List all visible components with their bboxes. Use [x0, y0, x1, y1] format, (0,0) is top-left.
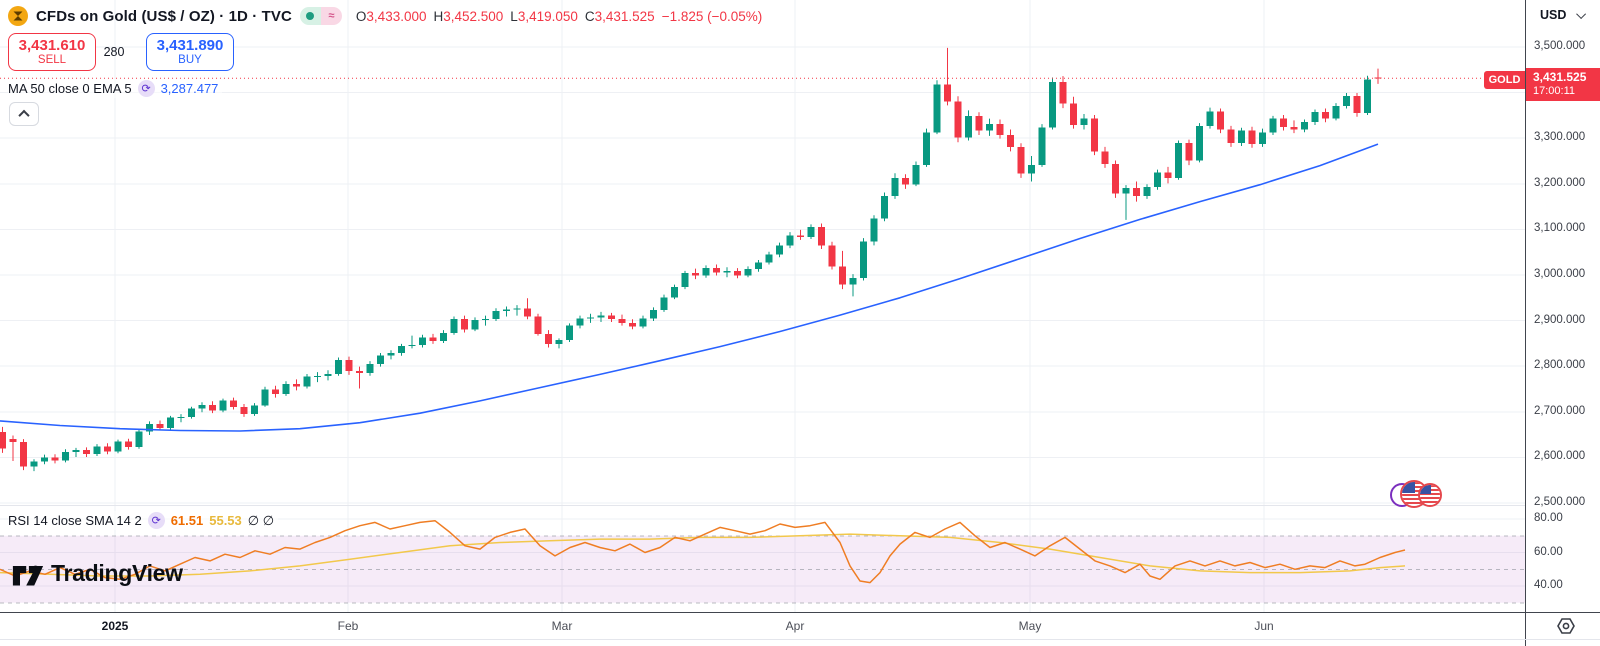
price-axis-label: 3,000.000: [1534, 268, 1586, 280]
chevron-down-icon: [1576, 8, 1587, 19]
open-label: O: [355, 8, 367, 24]
approx-data-icon: ≈: [320, 7, 342, 25]
last-price-value: 3,431.525: [1533, 70, 1587, 85]
time-axis-label: Feb: [337, 619, 359, 633]
settings-hexagon-icon: [1557, 618, 1575, 634]
bottom-border: [0, 639, 1600, 640]
price-axis-label: 3,100.000: [1534, 222, 1586, 235]
price-axis[interactable]: USD 3,500.0003,400.0003,300.0003,200.000…: [1526, 0, 1600, 612]
tradingview-logo-icon: [12, 565, 44, 586]
time-axis-label: Jun: [1254, 619, 1274, 633]
price-axis-label: 2,500.000: [1534, 496, 1586, 508]
high-label: H: [433, 8, 444, 24]
rsi-sma-value: 55.53: [209, 513, 242, 528]
currency-label: USD: [1540, 8, 1567, 22]
market-status-badge[interactable]: ≈: [299, 7, 342, 25]
currency-dropdown[interactable]: USD: [1532, 4, 1592, 26]
ma-indicator-label: MA 50 close 0 EMA 5: [8, 81, 132, 96]
time-axis-label: Mar: [551, 619, 573, 633]
us-flag-event-icon[interactable]: [1418, 483, 1442, 507]
economic-event-markers[interactable]: [1390, 480, 1446, 510]
time-axis-settings-button[interactable]: [1546, 613, 1586, 639]
symbol-price-tag: GOLD: [1484, 71, 1525, 89]
market-open-dot-icon: [299, 7, 321, 25]
close-label: C: [584, 8, 595, 24]
sell-price: 3,431.610: [18, 36, 86, 54]
low-value: 3,419.050: [517, 8, 578, 24]
ma-indicator-value: 3,287.477: [160, 81, 219, 96]
change-value: −1.825 (−0.05%): [661, 8, 763, 24]
tradingview-watermark: TradingView: [12, 560, 183, 587]
price-axis-label: 3,200.000: [1534, 176, 1586, 189]
price-axis-label: 3,300.000: [1534, 131, 1586, 144]
sell-button[interactable]: 3,431.610 SELL: [8, 33, 96, 71]
price-axis-label: 2,700.000: [1534, 404, 1586, 417]
close-value: 3,431.525: [594, 8, 655, 24]
last-price-axis-label: 3,431.525 17:00:11: [1526, 68, 1600, 101]
time-axis-border: [0, 612, 1600, 613]
buy-price: 3,431.890: [156, 36, 224, 54]
rsi-axis-label: 80.00: [1534, 512, 1563, 524]
ohlc-readout: O3,433.000 H3,452.500 L3,419.050 C3,431.…: [356, 9, 762, 24]
watermark-text: TradingView: [51, 560, 183, 586]
gold-commodity-icon[interactable]: [8, 6, 28, 26]
spread-value: 280: [103, 45, 125, 59]
price-axis-label: 3,500.000: [1534, 40, 1586, 52]
rsi-axis-label: 40.00: [1534, 579, 1563, 591]
rsi-value: 61.51: [170, 513, 204, 528]
rsi-indicator-label: RSI 14 close SMA 14 2: [8, 513, 142, 528]
price-axis-label: 2,900.000: [1534, 313, 1586, 326]
countdown-timer: 17:00:11: [1533, 85, 1576, 98]
symbol-header: CFDs on Gold (US$ / OZ) · 1D · TVC ≈ O3,…: [8, 5, 762, 27]
order-panel: 3,431.610 SELL 280 3,431.890 BUY: [8, 33, 234, 71]
buy-label: BUY: [178, 54, 202, 67]
collapse-panel-button[interactable]: [9, 102, 39, 126]
sell-label: SELL: [37, 54, 67, 67]
symbol-title[interactable]: CFDs on Gold (US$ / OZ) · 1D · TVC: [36, 7, 292, 25]
price-chart-canvas[interactable]: [0, 0, 1525, 612]
high-value: 3,452.500: [443, 8, 504, 24]
low-label: L: [510, 8, 518, 24]
buy-button[interactable]: 3,431.890 BUY: [146, 33, 234, 71]
price-axis-border: [1525, 0, 1526, 646]
sync-icon[interactable]: ⟳: [137, 80, 155, 97]
open-value: 3,433.000: [366, 8, 427, 24]
time-axis[interactable]: 2025 Feb Mar Apr May Jun: [0, 613, 1525, 639]
sync-icon[interactable]: ⟳: [147, 512, 165, 529]
price-axis-label: 2,800.000: [1534, 359, 1586, 372]
ma-indicator-row[interactable]: MA 50 close 0 EMA 5 ⟳ 3,287.477: [8, 79, 223, 98]
price-axis-label: 2,600.000: [1534, 450, 1586, 463]
rsi-extra-values: ∅ ∅: [247, 512, 275, 528]
time-axis-label: 2025: [101, 619, 129, 633]
pane-separator[interactable]: [0, 505, 1525, 506]
rsi-indicator-row[interactable]: RSI 14 close SMA 14 2 ⟳ 61.51 55.53 ∅ ∅: [8, 511, 279, 530]
time-axis-label: May: [1018, 619, 1042, 633]
chevron-up-icon: [18, 109, 30, 122]
time-axis-label: Apr: [785, 619, 805, 633]
rsi-axis-label: 60.00: [1534, 545, 1563, 558]
